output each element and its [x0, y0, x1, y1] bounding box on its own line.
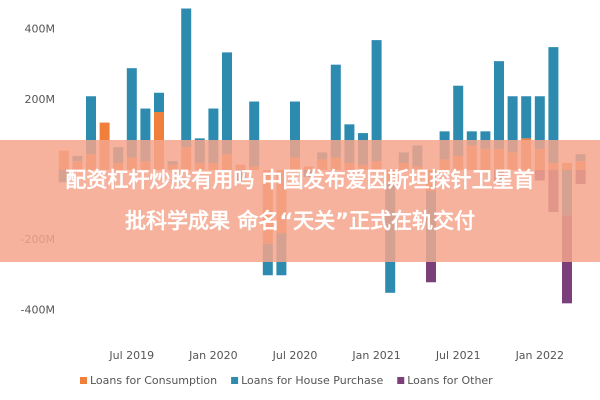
legend-marker	[80, 377, 87, 384]
banner-line: 配资杠杆炒股有用吗 中国发布爱因斯坦探针卫星首	[65, 168, 534, 192]
bar-segment	[208, 108, 219, 163]
bar-segment	[140, 108, 151, 162]
bar-segment	[494, 61, 504, 149]
bar-segment	[181, 8, 192, 148]
bar-segment	[466, 131, 477, 146]
bar-segment	[290, 101, 300, 158]
legend-label: Loans for Consumption	[90, 374, 217, 387]
y-tick-label: -400M	[21, 303, 55, 316]
x-tick-label: Jul 2019	[108, 349, 154, 362]
bar-segment	[453, 85, 464, 156]
bar-segment	[426, 261, 436, 283]
x-tick-label: Jan 2022	[515, 349, 564, 362]
x-tick-label: Jul 2021	[435, 349, 481, 362]
bar-segment	[330, 64, 341, 158]
x-tick-label: Jul 2020	[272, 349, 318, 362]
bar-segment	[534, 96, 545, 149]
bar-segment	[222, 52, 232, 155]
bar-segment	[249, 101, 260, 167]
bar-segment	[86, 96, 96, 155]
y-tick-label: 200M	[25, 93, 56, 106]
legend-marker	[231, 377, 239, 384]
legend-label: Loans for Other	[407, 374, 493, 387]
x-tick-label: Jan 2020	[188, 349, 237, 362]
bar-segment	[371, 40, 382, 162]
bar-segment	[154, 92, 164, 113]
banner	[0, 140, 600, 262]
legend-label: Loans for House Purchase	[241, 374, 383, 387]
bar-segment	[126, 68, 137, 158]
x-tick-label: Jan 2021	[351, 349, 400, 362]
banner-line: 批科学成果 命名“天关”正式在轨交付	[125, 209, 475, 233]
legend-marker	[397, 377, 405, 384]
bar-segment	[521, 96, 532, 139]
bar-segment	[548, 47, 559, 163]
y-tick-label: 400M	[25, 23, 56, 36]
bar-segment	[507, 96, 518, 153]
